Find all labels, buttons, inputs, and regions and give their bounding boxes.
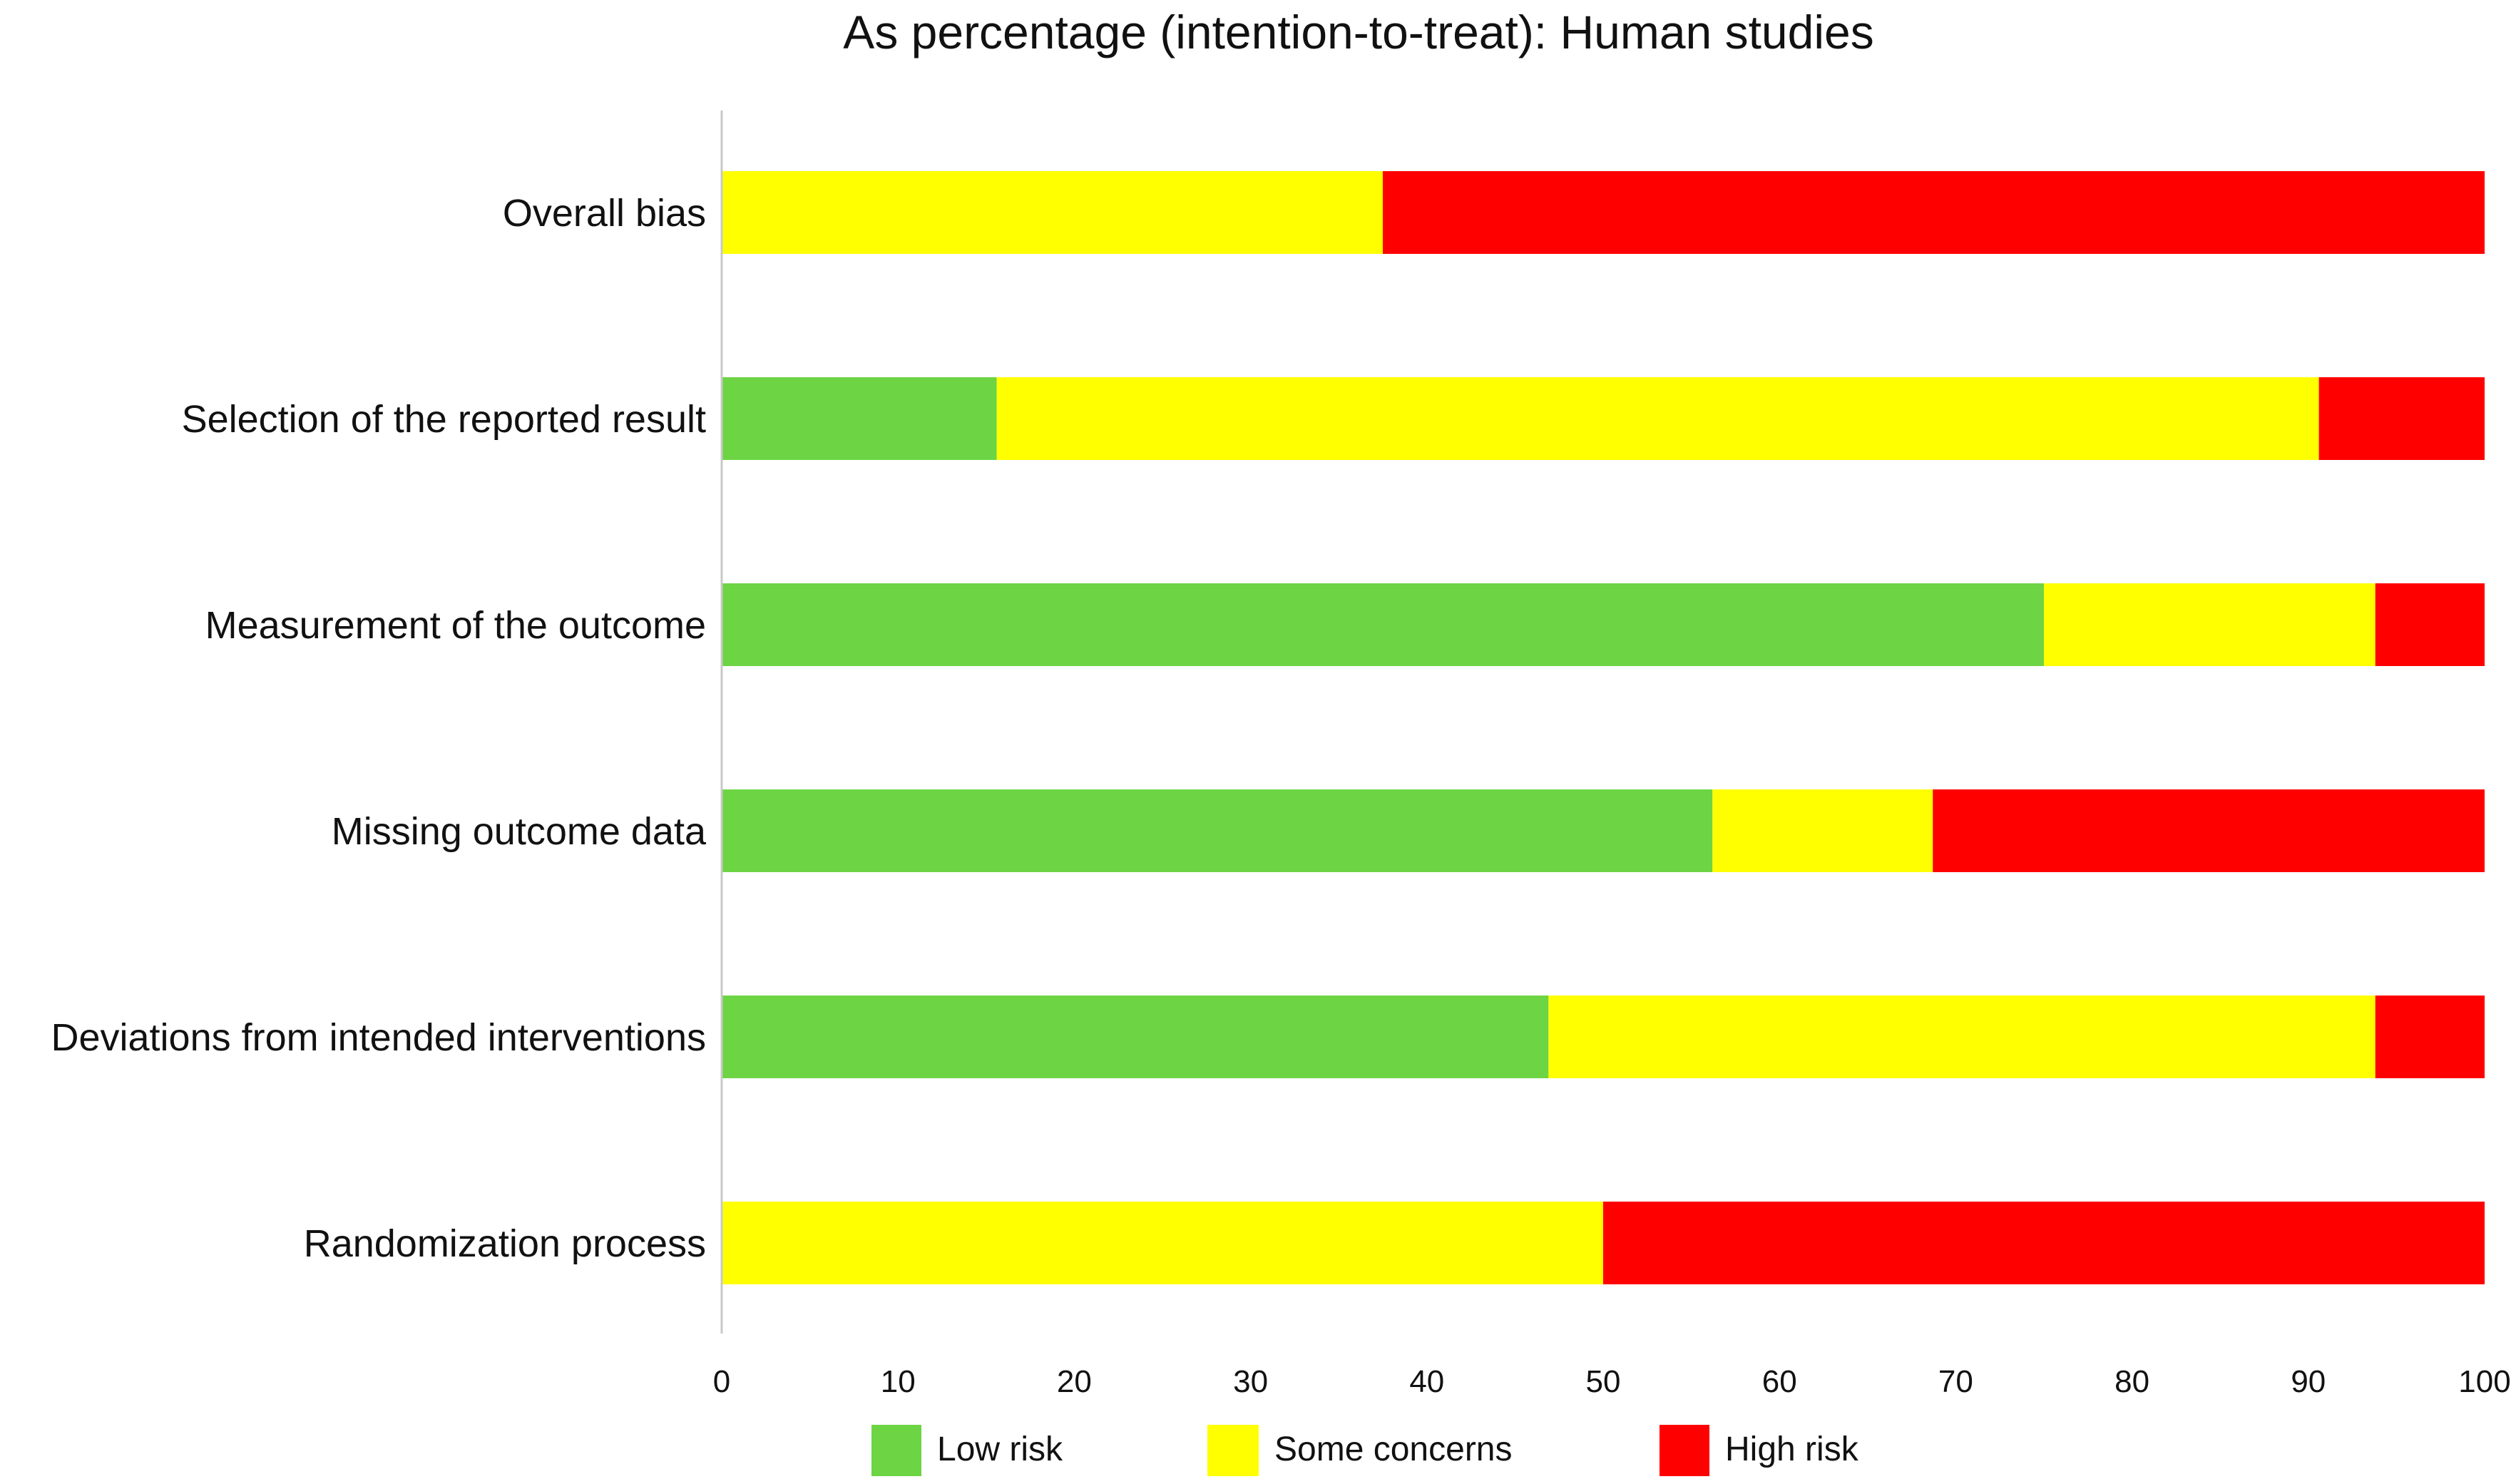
category-labels: Overall bias Selection of the reported re… — [51, 192, 706, 1265]
legend-swatch-3 — [1660, 1425, 1709, 1476]
x-tick-label: 80 — [2114, 1364, 2149, 1399]
x-tick-label: 10 — [881, 1364, 916, 1399]
bar-segment-3-1 — [722, 583, 2044, 666]
legend-label-1: Low risk — [937, 1431, 1063, 1468]
legend-label-3: High risk — [1725, 1431, 1859, 1468]
category-label: Selection of the reported result — [182, 398, 706, 441]
x-tick-label: 20 — [1057, 1364, 1092, 1399]
bar-segment-2-2 — [996, 377, 2319, 460]
x-tick-label: 30 — [1233, 1364, 1268, 1399]
legend-swatch-2 — [1207, 1425, 1259, 1476]
category-label: Randomization process — [304, 1222, 706, 1265]
bar-segment-1-3 — [1383, 171, 2485, 254]
legend-swatch-1 — [871, 1425, 921, 1476]
bar-segment-5-1 — [722, 996, 1549, 1078]
x-tick-label: 50 — [1586, 1364, 1621, 1399]
legend: Low risk Some concerns High risk — [871, 1425, 1859, 1476]
bar-segment-4-1 — [722, 789, 1713, 872]
bar-segment-4-3 — [1933, 789, 2485, 872]
x-tick-label: 40 — [1409, 1364, 1444, 1399]
bar-segment-2-3 — [2318, 377, 2485, 460]
bar-segment-1-2 — [722, 171, 1383, 254]
bar-segment-5-2 — [1548, 996, 2376, 1078]
x-tick-label: 90 — [2291, 1364, 2326, 1399]
x-axis-tick-labels: 0 10 20 30 40 50 60 70 80 90 100 — [713, 1364, 2511, 1399]
bar-segment-6-3 — [1603, 1202, 2485, 1284]
bar-segments — [722, 171, 2485, 1284]
bar-segment-6-2 — [722, 1202, 1603, 1284]
category-label: Missing outcome data — [332, 810, 707, 853]
bar-segment-3-3 — [2375, 583, 2485, 666]
chart-title: As percentage (intention-to-treat): Huma… — [843, 6, 1873, 58]
legend-label-2: Some concerns — [1274, 1431, 1513, 1468]
bar-segment-4-2 — [1712, 789, 1933, 872]
bar-segment-3-2 — [2044, 583, 2376, 666]
x-tick-label: 70 — [1938, 1364, 1973, 1399]
category-label: Overall bias — [503, 192, 706, 235]
x-tick-label: 100 — [2458, 1364, 2510, 1399]
bar-segment-5-3 — [2375, 996, 2485, 1078]
category-label: Deviations from intended interventions — [51, 1016, 706, 1059]
category-label: Measurement of the outcome — [205, 604, 706, 647]
bar-segment-2-1 — [722, 377, 997, 460]
x-tick-label: 60 — [1762, 1364, 1797, 1399]
x-tick-label: 0 — [713, 1364, 730, 1399]
